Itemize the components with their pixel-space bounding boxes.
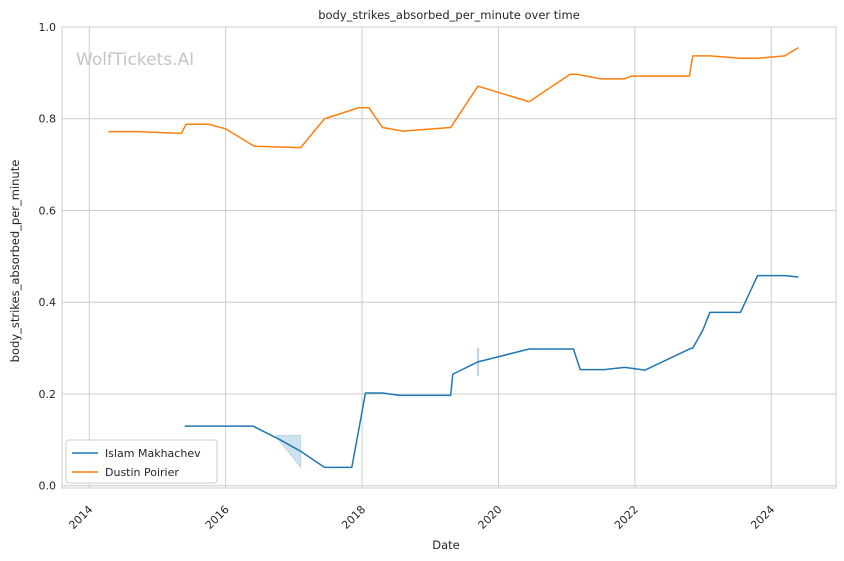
y-axis-title: body_strikes_absorbed_per_minute xyxy=(8,160,22,363)
legend-label-dustin-poirier: Dustin Poirier xyxy=(105,466,179,479)
x-axis-title: Date xyxy=(432,538,460,552)
legend-label-islam-makhachev: Islam Makhachev xyxy=(105,447,201,460)
y-tick-label: 0.2 xyxy=(39,388,57,401)
x-tick-label: 2016 xyxy=(203,503,232,532)
y-tick-label: 0.4 xyxy=(39,296,57,309)
y-tick-label: 0.8 xyxy=(39,113,57,126)
legend: Islam Makhachev Dustin Poirier xyxy=(65,439,218,484)
plot-area xyxy=(61,26,837,489)
y-tick-label: 1.0 xyxy=(39,21,57,34)
x-tick-label: 2024 xyxy=(748,503,777,532)
x-tick-label: 2022 xyxy=(612,503,641,532)
series-line-dustin-poirier xyxy=(108,47,799,149)
series-line-islam-makhachev xyxy=(184,274,799,469)
series-lines xyxy=(108,47,799,469)
confidence-band xyxy=(276,434,302,469)
legend-box xyxy=(65,439,218,484)
x-tick-labels: 2014 2016 2018 2020 2022 2024 xyxy=(66,503,777,532)
x-tick-label: 2018 xyxy=(339,503,368,532)
y-tick-label: 0.0 xyxy=(39,480,57,493)
confidence-bands xyxy=(276,347,480,469)
y-tick-labels: 0.0 0.2 0.4 0.6 0.8 1.0 xyxy=(39,21,57,493)
watermark: WolfTickets.AI xyxy=(76,50,194,70)
chart-title: body_strikes_absorbed_per_minute over ti… xyxy=(318,8,580,22)
y-tick-label: 0.6 xyxy=(39,204,57,217)
x-tick-label: 2014 xyxy=(66,503,95,532)
grid-lines xyxy=(62,26,836,488)
x-tick-label: 2020 xyxy=(476,503,505,532)
